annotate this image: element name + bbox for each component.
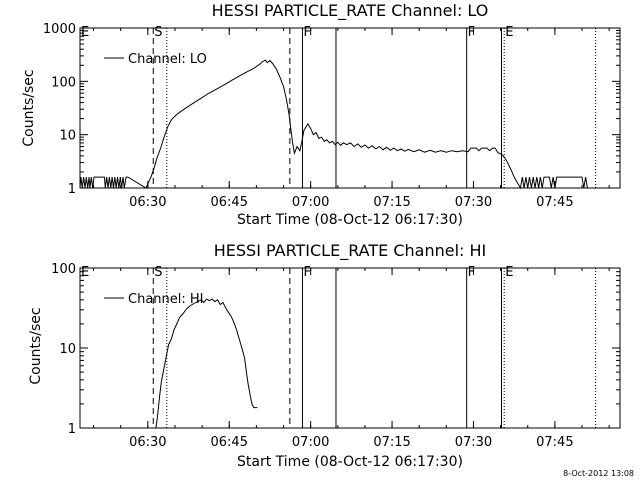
x-tick-label: 06:45: [211, 195, 248, 210]
y-tick-label: 10: [59, 342, 76, 357]
x-tick-label: 07:15: [373, 435, 410, 450]
x-tick-label: 07:30: [455, 435, 492, 450]
x-axis-label: Start Time (08-Oct-12 06:17:30): [237, 212, 463, 228]
x-tick-label: 07:15: [373, 195, 410, 210]
y-axis-label: Counts/sec: [21, 69, 37, 146]
y-tick-label: 1: [68, 422, 76, 437]
y-tick-label: 1: [68, 182, 76, 197]
legend-label: Channel: HI: [128, 292, 204, 307]
event-marker-label: F: [468, 25, 475, 40]
x-tick-label: 07:45: [536, 195, 573, 210]
y-tick-label: 10: [59, 129, 76, 144]
x-tick-label: 06:45: [211, 435, 248, 450]
y-tick-label: 1000: [43, 22, 76, 37]
event-marker-label: S: [154, 265, 162, 280]
x-tick-label: 06:30: [129, 195, 166, 210]
y-axis-label: Counts/sec: [28, 307, 44, 384]
y-tick-label: 100: [51, 75, 76, 90]
event-marker-label: S: [154, 25, 162, 40]
x-tick-label: 07:00: [292, 435, 329, 450]
hi-channel-panel: HESSI PARTICLE_RATE Channel: HI Start Ti…: [28, 241, 621, 470]
y-tick-label: 100: [51, 262, 76, 277]
data-series-line: [155, 298, 258, 429]
chart-title: HESSI PARTICLE_RATE Channel: LO: [212, 1, 489, 21]
event-marker-label: E: [505, 25, 513, 40]
event-marker-label: F: [468, 265, 475, 280]
x-axis-label: Start Time (08-Oct-12 06:17:30): [237, 454, 463, 470]
legend-label: Channel: LO: [128, 52, 207, 67]
x-tick-label: 07:30: [455, 195, 492, 210]
data-series-line: [79, 59, 588, 190]
event-marker-label: F: [304, 25, 311, 40]
x-tick-label: 06:30: [129, 435, 166, 450]
x-tick-label: 07:45: [536, 435, 573, 450]
event-marker-label: F: [304, 265, 311, 280]
event-marker-label: E: [81, 265, 89, 280]
lo-channel-panel: HESSI PARTICLE_RATE Channel: LO Start Ti…: [21, 1, 621, 228]
chart-title: HESSI PARTICLE_RATE Channel: HI: [214, 241, 487, 261]
x-tick-label: 07:00: [292, 195, 329, 210]
event-marker-label: E: [505, 265, 513, 280]
footer-timestamp: 8-Oct-2012 13:08: [563, 469, 634, 478]
event-marker-label: E: [81, 25, 89, 40]
